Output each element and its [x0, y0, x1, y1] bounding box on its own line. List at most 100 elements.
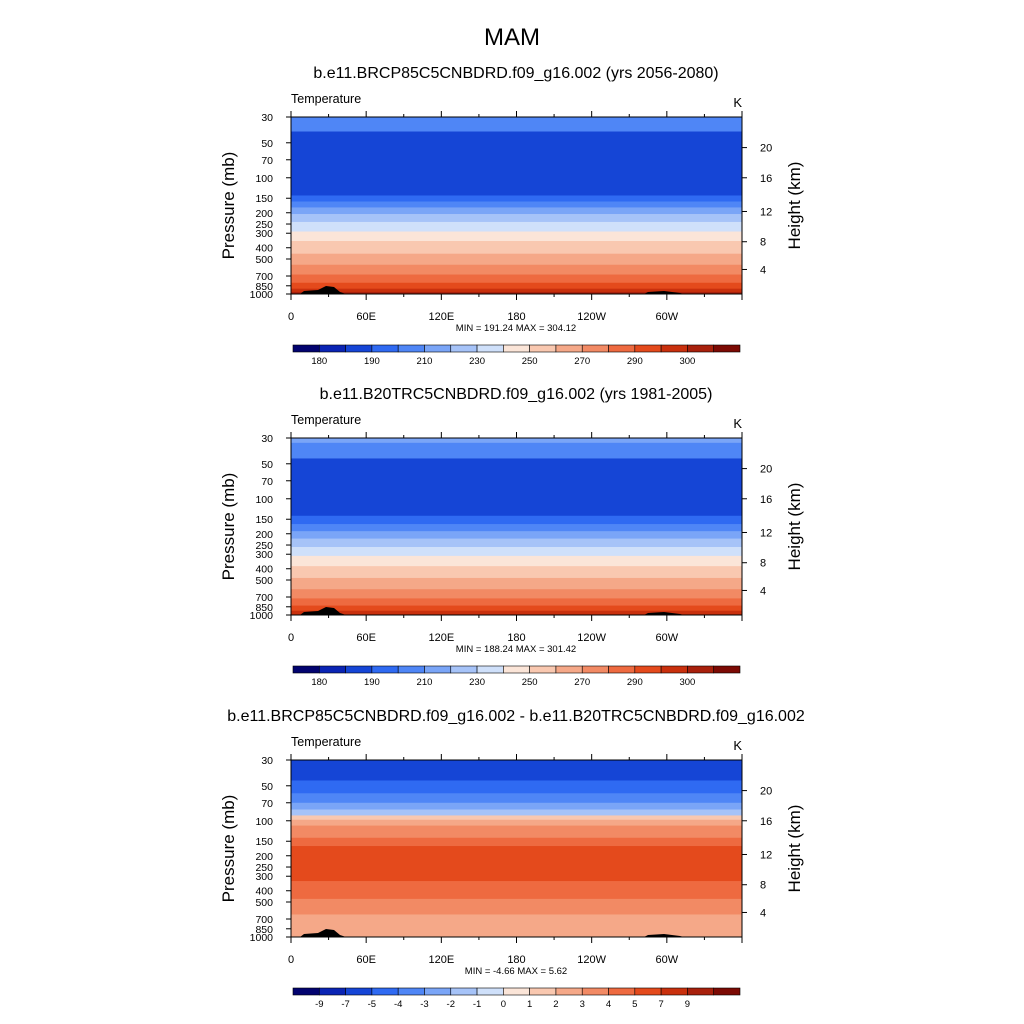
y-tick-label: 30	[261, 755, 273, 767]
contour-band	[291, 837, 742, 847]
colorbar-swatch	[687, 665, 715, 674]
colorbar-swatch	[424, 344, 452, 353]
y-right-tick-label: 12	[760, 527, 772, 539]
contour-band	[291, 288, 742, 293]
y-tick-label: 850	[255, 281, 273, 293]
y-tick-label: 400	[255, 243, 273, 255]
colorbar-swatch	[345, 344, 373, 353]
contour-band	[291, 760, 742, 782]
colorbar-label: 5	[632, 999, 637, 1010]
colorbar-label: 190	[364, 677, 380, 688]
colorbar-label: -1	[473, 999, 481, 1010]
contour-band	[291, 117, 742, 133]
colorbar-swatch	[292, 344, 320, 353]
y-tick-label: 850	[255, 924, 273, 936]
colorbar-label: 180	[311, 356, 327, 367]
x-tick-label: 0	[288, 311, 294, 323]
y-tick-label: 70	[261, 155, 273, 167]
contour-band	[291, 605, 742, 612]
colorbar-swatch	[529, 665, 557, 674]
colorbar-label: 270	[574, 677, 590, 688]
contour-band	[291, 438, 742, 444]
x-tick-label: 120E	[428, 954, 454, 966]
colorbar-label: 270	[574, 356, 590, 367]
colorbar-swatch	[581, 987, 609, 996]
contour-band	[291, 442, 742, 460]
y-axis-title: Pressure (mb)	[219, 795, 238, 903]
y-tick-label: 1000	[250, 289, 274, 301]
variable-label: Temperature	[291, 735, 361, 749]
colorbar-swatch	[292, 665, 320, 674]
x-tick-label: 60E	[356, 311, 376, 323]
colorbar-swatch	[318, 344, 346, 353]
y-tick-label: 400	[255, 886, 273, 898]
y-right-tick-label: 16	[760, 173, 772, 185]
contour-band	[291, 531, 742, 540]
contour-band	[291, 589, 742, 600]
colorbar-label: 0	[501, 999, 506, 1010]
x-tick-label: 60W	[656, 311, 679, 323]
contour-band	[291, 898, 742, 916]
colorbar-label: 290	[627, 356, 643, 367]
contour-band	[291, 802, 742, 811]
contour-band	[291, 231, 742, 242]
y-tick-label: 100	[255, 816, 273, 828]
colorbar-swatch	[318, 987, 346, 996]
colorbar-label: 210	[417, 677, 433, 688]
colorbar-label: -4	[394, 999, 402, 1010]
stats-text: MIN = -4.66 MAX = 5.62	[465, 966, 567, 977]
colorbar-swatch	[687, 987, 715, 996]
contour-band	[291, 538, 742, 548]
colorbar-label: -3	[420, 999, 428, 1010]
y-tick-label: 1000	[250, 610, 274, 622]
colorbar-swatch	[581, 344, 609, 353]
contour-band	[291, 214, 742, 223]
y-right-tick-label: 12	[760, 206, 772, 218]
colorbar-label: 2	[553, 999, 558, 1010]
y-tick-label: 70	[261, 798, 273, 810]
y-axis-title: Pressure (mb)	[219, 152, 238, 260]
y-right-tick-label: 16	[760, 494, 772, 506]
units-label: K	[733, 95, 742, 110]
x-tick-label: 120W	[577, 632, 606, 644]
colorbar: 180 190 210 230 250 270 290 300	[292, 665, 741, 688]
y-tick-label: 300	[255, 871, 273, 883]
x-tick-label: 180	[507, 954, 525, 966]
colorbar: -9 -7 -5 -4 -3 -2 -1 0 1 2 3 4 5 7 9	[292, 987, 741, 1010]
variable-label: Temperature	[291, 92, 361, 106]
panel-title: b.e11.BRCP85C5CNBDRD.f09_g16.002 (yrs 20…	[313, 65, 718, 82]
colorbar-label: -2	[447, 999, 455, 1010]
colorbar-label: 1	[527, 999, 532, 1010]
y-tick-label: 700	[255, 592, 273, 604]
y-tick-label: 250	[255, 540, 273, 552]
colorbar-swatch	[634, 344, 662, 353]
colorbar-swatch	[555, 344, 583, 353]
y-right-tick-label: 8	[760, 558, 766, 570]
y-tick-label: 150	[255, 514, 273, 526]
contour-band	[291, 555, 742, 567]
contour-band	[291, 274, 742, 284]
y-right-tick-label: 8	[760, 237, 766, 249]
y-tick-label: 500	[255, 575, 273, 587]
contour-band	[291, 780, 742, 794]
units-label: K	[733, 738, 742, 753]
y-right-tick-label: 20	[760, 143, 772, 155]
y-tick-label: 200	[255, 529, 273, 541]
contour-band	[291, 815, 742, 821]
colorbar-swatch	[503, 665, 530, 674]
colorbar-label: 250	[522, 356, 538, 367]
colorbar-label: -7	[341, 999, 349, 1010]
x-tick-label: 60E	[356, 632, 376, 644]
contour-band	[291, 282, 742, 290]
colorbar-swatch	[529, 987, 557, 996]
x-tick-label: 60W	[656, 632, 679, 644]
colorbar-swatch	[450, 987, 478, 996]
terrain-andes	[644, 291, 684, 294]
units-label: K	[733, 416, 742, 431]
contour-band	[291, 809, 742, 817]
stats-text: MIN = 188.24 MAX = 301.42	[456, 644, 576, 655]
x-tick-label: 0	[288, 954, 294, 966]
colorbar-label: -5	[368, 999, 376, 1010]
colorbar-swatch	[555, 665, 583, 674]
y-right-tick-label: 4	[760, 264, 766, 276]
